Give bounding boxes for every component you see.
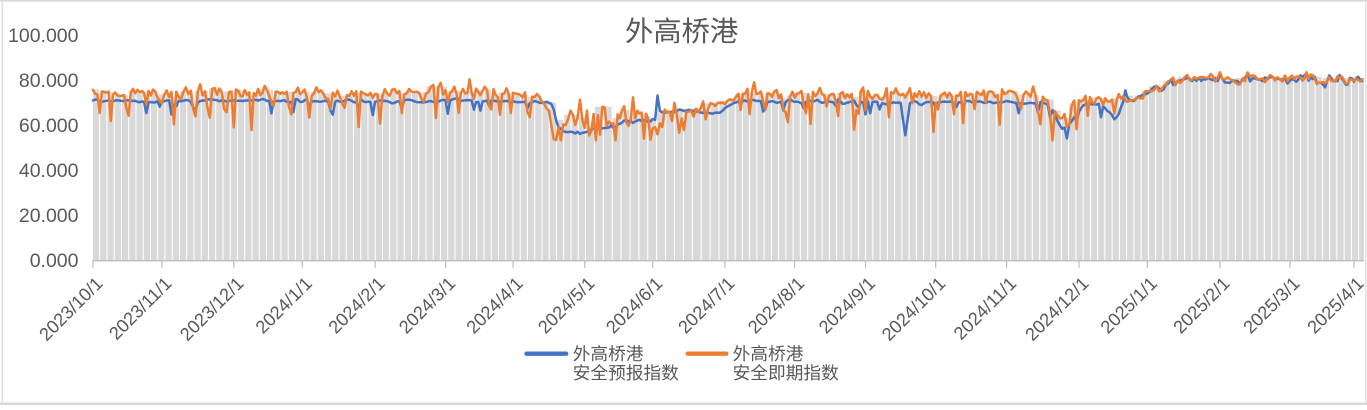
svg-text:0.000: 0.000 bbox=[30, 250, 79, 272]
svg-text:40.000: 40.000 bbox=[19, 160, 79, 182]
svg-text:80.000: 80.000 bbox=[19, 70, 79, 92]
svg-text:20.000: 20.000 bbox=[19, 205, 79, 227]
svg-text:60.000: 60.000 bbox=[19, 115, 79, 137]
svg-text:100.000: 100.000 bbox=[8, 25, 79, 47]
